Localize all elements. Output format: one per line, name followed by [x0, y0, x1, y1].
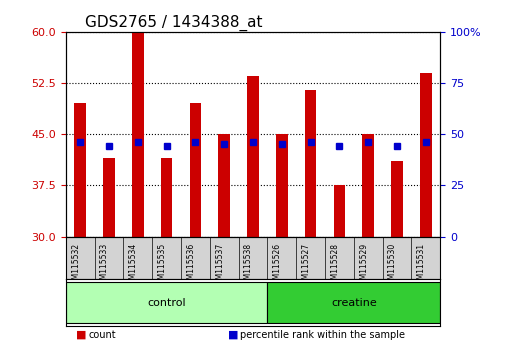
Bar — [390, 161, 402, 236]
Bar — [132, 32, 143, 236]
Bar — [161, 158, 172, 236]
Bar — [189, 103, 201, 236]
Bar — [276, 134, 287, 236]
Text: GSM115538: GSM115538 — [243, 243, 252, 289]
Text: GSM115536: GSM115536 — [186, 243, 195, 289]
FancyBboxPatch shape — [267, 282, 439, 323]
Bar — [419, 73, 431, 236]
Text: GSM115535: GSM115535 — [157, 243, 166, 289]
Text: ■: ■ — [76, 330, 86, 340]
Bar — [247, 76, 258, 236]
Text: GSM115531: GSM115531 — [416, 243, 425, 289]
Bar — [362, 134, 373, 236]
Bar — [103, 158, 115, 236]
Bar — [333, 185, 344, 236]
Text: control: control — [147, 298, 185, 308]
FancyBboxPatch shape — [66, 282, 267, 323]
Text: GSM115526: GSM115526 — [272, 243, 281, 289]
Text: GSM115529: GSM115529 — [359, 243, 368, 289]
Bar — [74, 103, 86, 236]
Text: ■: ■ — [227, 330, 238, 340]
Text: GSM115532: GSM115532 — [71, 243, 80, 289]
Bar — [304, 90, 316, 236]
Text: GDS2765 / 1434388_at: GDS2765 / 1434388_at — [84, 14, 262, 30]
Text: GSM115534: GSM115534 — [129, 243, 137, 289]
Bar — [218, 134, 229, 236]
Text: GSM115537: GSM115537 — [215, 243, 224, 289]
Text: creatine: creatine — [330, 298, 376, 308]
Text: GSM115530: GSM115530 — [387, 243, 396, 289]
Text: percentile rank within the sample: percentile rank within the sample — [240, 330, 405, 340]
Text: GSM115533: GSM115533 — [100, 243, 109, 289]
Text: count: count — [88, 330, 116, 340]
Text: GSM115527: GSM115527 — [301, 243, 310, 289]
Text: GSM115528: GSM115528 — [330, 243, 339, 289]
